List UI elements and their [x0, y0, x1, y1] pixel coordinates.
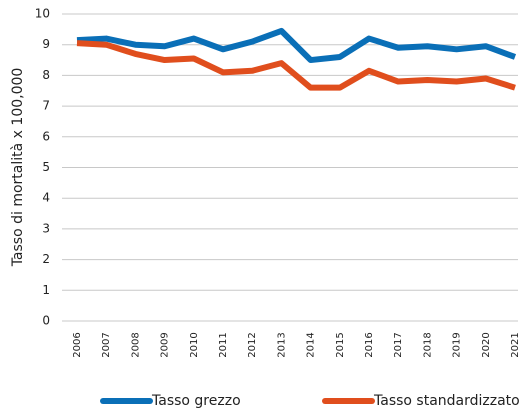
legend-label: Tasso grezzo [151, 393, 241, 409]
x-tick-label: 2015 [335, 332, 346, 357]
y-tick-label: 4 [42, 191, 50, 205]
x-tick-label: 2013 [276, 332, 287, 357]
x-tick-label: 2020 [481, 332, 492, 357]
legend-label: Tasso standardizzato [373, 393, 520, 409]
data-line [76, 27, 517, 64]
y-tick-label: 5 [42, 160, 50, 174]
y-tick-label: 1 [42, 283, 50, 297]
y-tick-label: 3 [42, 221, 50, 235]
x-tick-label: 2017 [393, 332, 404, 357]
x-tick-label: 2018 [422, 332, 433, 357]
x-tick-label: 2006 [72, 332, 83, 357]
y-tick-label: 10 [35, 7, 50, 21]
x-tick-label: 2010 [189, 332, 200, 357]
x-tick-label: 2007 [101, 332, 112, 357]
x-tick-label: 2021 [510, 332, 521, 357]
y-tick-label: 0 [42, 314, 50, 328]
data-line [76, 40, 516, 91]
y-tick-label: 9 [42, 37, 50, 51]
x-tick-label: 2014 [306, 332, 317, 357]
x-tick-label: 2019 [452, 332, 463, 357]
x-tick-label: 2016 [364, 332, 375, 357]
y-tick-label: 6 [42, 129, 50, 143]
y-axis-label: Tasso di mortalità x 100,000 [10, 68, 26, 268]
y-tick-label: 8 [42, 68, 50, 82]
y-tick-label: 7 [42, 99, 50, 113]
x-tick-label: 2012 [247, 332, 258, 357]
y-tick-label: 2 [42, 252, 50, 266]
x-tick-label: 2011 [218, 332, 229, 357]
x-tick-label: 2008 [130, 332, 141, 357]
x-tick-label: 2009 [160, 332, 171, 357]
